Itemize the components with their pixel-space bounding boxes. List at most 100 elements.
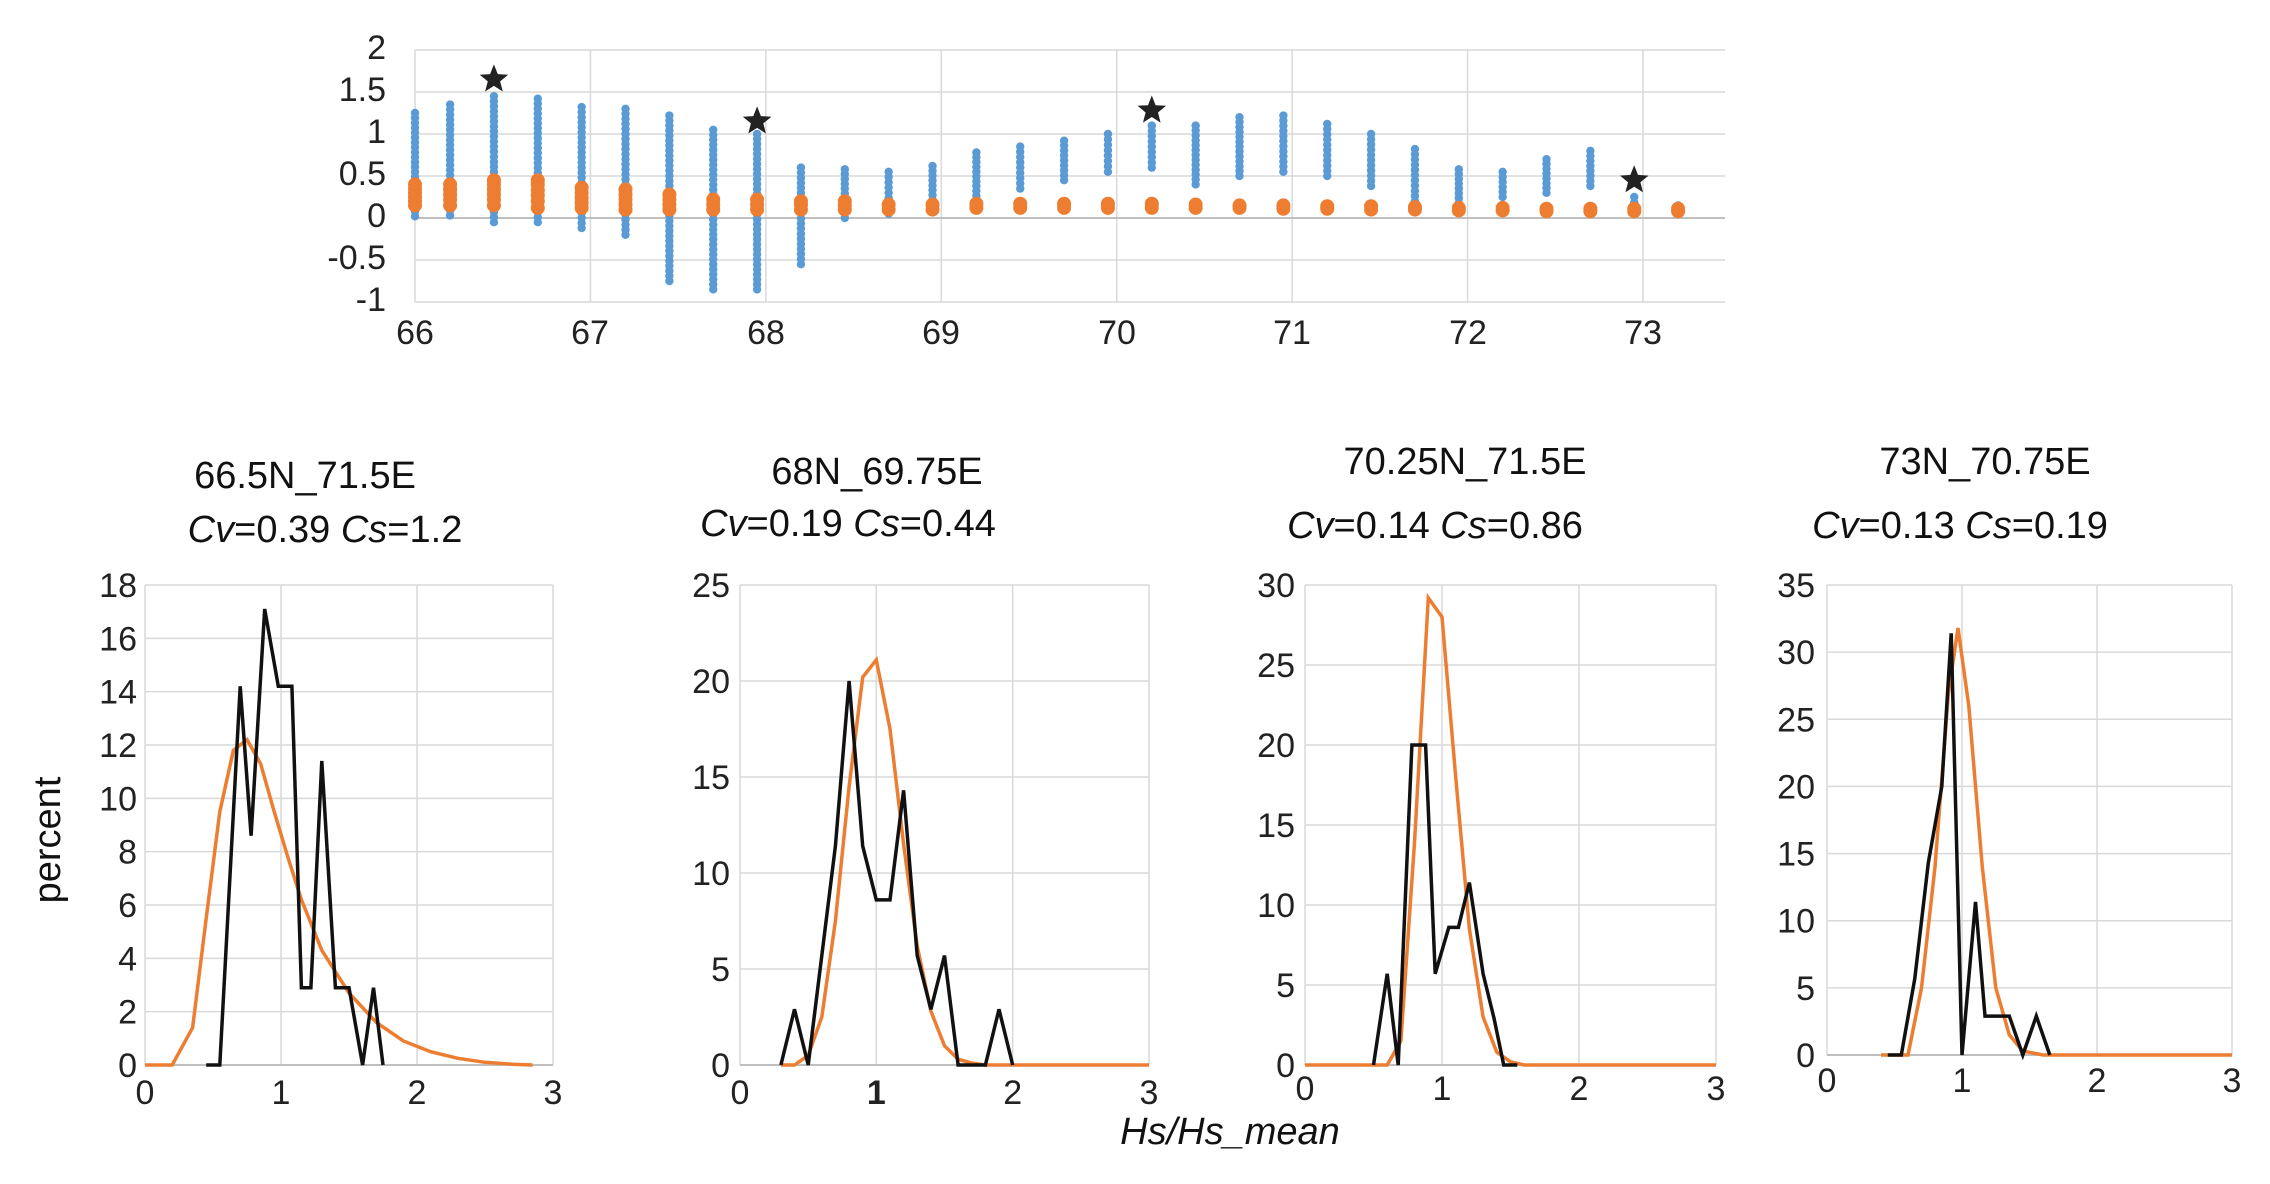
scatter-point-blue bbox=[1498, 167, 1507, 176]
panel-4-x-tick: 3 bbox=[2223, 1062, 2242, 1100]
scatter-point-blue bbox=[1366, 129, 1376, 139]
panel-1-y-tick: 14 bbox=[99, 674, 137, 712]
top-x-tick: 72 bbox=[1449, 314, 1487, 352]
top-orange-series bbox=[408, 173, 1686, 219]
histogram-panel-1: 66.5N_71.5E Cv=0.39 Cs=1.2 0 2 4 6 8 10 … bbox=[99, 455, 562, 1112]
scatter-point-blue bbox=[1323, 119, 1332, 129]
scatter-point-orange bbox=[1539, 201, 1554, 216]
panel-2-y-tick: 20 bbox=[692, 663, 730, 701]
panel-3-y-tick: 10 bbox=[1257, 887, 1295, 925]
scatter-point-orange bbox=[925, 197, 940, 212]
top-y-tick: 0.5 bbox=[339, 155, 386, 193]
scatter-point-orange bbox=[1188, 197, 1203, 212]
histogram-panel-2: 68N_69.75E Cv=0.19 Cs=0.44 0 5 10 15 20 … bbox=[692, 451, 1158, 1112]
equals: = bbox=[234, 509, 256, 551]
scatter-point-blue bbox=[533, 94, 542, 103]
panel-4-x-tick: 0 bbox=[1818, 1062, 1837, 1100]
star-marker bbox=[1620, 165, 1649, 193]
panel-3-x-ticks: 0 1 2 3 bbox=[1296, 1070, 1726, 1108]
panel-4-x-ticks: 0 1 2 3 bbox=[1818, 1062, 2242, 1100]
scatter-point-blue bbox=[1630, 192, 1639, 202]
panel-3-y-tick: 25 bbox=[1257, 647, 1295, 685]
panel-2-y-tick: 15 bbox=[692, 759, 730, 797]
scatter-point-orange bbox=[837, 194, 852, 209]
scatter-point-orange bbox=[662, 187, 677, 202]
star-marker bbox=[479, 64, 509, 92]
panel-2-x-tick: 3 bbox=[1140, 1074, 1159, 1112]
scatter-point-orange bbox=[443, 177, 458, 192]
panel-3-cv: 0.14 bbox=[1356, 505, 1430, 547]
top-y-tick: 2 bbox=[367, 29, 386, 67]
top-y-tick-labels: 2 1.5 1 0.5 0 -0.5 -1 bbox=[327, 29, 386, 319]
scatter-point-orange bbox=[1057, 196, 1072, 211]
scatter-point-orange bbox=[1583, 201, 1598, 216]
scatter-point-blue bbox=[884, 167, 893, 176]
panel-2-x-tick: 0 bbox=[731, 1074, 750, 1112]
scatter-point-blue bbox=[1454, 165, 1464, 174]
space bbox=[1430, 505, 1441, 547]
panel-3-x-tick: 2 bbox=[1570, 1070, 1589, 1108]
panel-3-cs: 0.86 bbox=[1509, 505, 1583, 547]
equals: = bbox=[387, 509, 409, 551]
panel-1-cs: 1.2 bbox=[410, 509, 463, 551]
scatter-point-orange bbox=[1451, 200, 1466, 215]
scatter-point-orange bbox=[1495, 200, 1510, 215]
scatter-point-orange bbox=[486, 173, 501, 188]
scatter-point-blue bbox=[972, 148, 981, 157]
top-x-tick-labels: 66 67 68 69 70 71 72 73 bbox=[396, 314, 1662, 352]
scatter-point-blue bbox=[1059, 136, 1069, 145]
panel-3-stats: Cv=0.14 Cs=0.86 bbox=[1287, 505, 1583, 547]
panel-2-y-tick: 5 bbox=[711, 951, 730, 989]
top-x-tick: 71 bbox=[1273, 314, 1311, 352]
scatter-point-blue bbox=[489, 92, 499, 101]
space bbox=[1955, 505, 1966, 547]
panel-4-stats: Cv=0.13 Cs=0.19 bbox=[1812, 505, 2108, 547]
scatter-point-blue bbox=[796, 163, 806, 172]
panel-4-y-tick: 30 bbox=[1777, 634, 1815, 672]
panel-1-y-tick: 4 bbox=[118, 940, 137, 978]
cv-symbol: Cv bbox=[1812, 505, 1860, 547]
panel-4-y-tick: 20 bbox=[1777, 768, 1815, 806]
scatter-point-blue bbox=[1542, 155, 1551, 164]
panel-2-stats: Cv=0.19 Cs=0.44 bbox=[700, 503, 996, 545]
panel-1-x-tick: 3 bbox=[544, 1074, 563, 1112]
top-x-tick: 66 bbox=[396, 314, 434, 352]
panel-2-title: 68N_69.75E bbox=[771, 451, 982, 493]
scatter-point-blue bbox=[665, 111, 674, 120]
scatter-point-orange bbox=[793, 194, 808, 209]
top-y-tick: 0 bbox=[367, 197, 386, 235]
cs-symbol: Cs bbox=[1965, 505, 2011, 547]
panel-1-y-tick: 2 bbox=[118, 994, 137, 1032]
panel-2-theoretical-line bbox=[780, 655, 1149, 1067]
scatter-point-orange bbox=[1364, 199, 1379, 214]
scatter-point-orange bbox=[1100, 196, 1115, 211]
histogram-panel-3: 70.25N_71.5E Cv=0.14 Cs=0.86 0 5 10 15 2… bbox=[1257, 441, 1725, 1108]
top-x-tick: 70 bbox=[1098, 314, 1136, 352]
panel-3-x-tick: 3 bbox=[1707, 1070, 1726, 1108]
scatter-point-blue bbox=[1586, 146, 1595, 155]
panel-1-x-tick: 1 bbox=[272, 1074, 291, 1112]
histogram-panel-4: 73N_70.75E Cv=0.13 Cs=0.19 0 5 10 15 20 … bbox=[1777, 441, 2241, 1100]
top-star-markers bbox=[479, 64, 1649, 193]
panel-2-y-ticks: 0 5 10 15 20 25 bbox=[692, 567, 730, 1085]
panel-2-x-ticks: 0 1 2 3 bbox=[731, 1074, 1159, 1112]
panel-1-y-tick: 6 bbox=[118, 887, 137, 925]
panel-1-y-tick: 8 bbox=[118, 834, 137, 872]
panel-4-y-tick: 25 bbox=[1777, 701, 1815, 739]
panel-3-y-tick: 30 bbox=[1257, 567, 1295, 605]
panel-1-x-tick: 0 bbox=[136, 1074, 155, 1112]
scatter-point-orange bbox=[1407, 200, 1422, 215]
top-x-tick: 68 bbox=[747, 314, 785, 352]
top-x-tick: 67 bbox=[571, 314, 609, 352]
scatter-point-blue bbox=[752, 129, 762, 139]
panel-2-empirical-line bbox=[779, 680, 1015, 1067]
top-blue-series bbox=[410, 92, 1683, 294]
scatter-point-blue bbox=[1235, 113, 1244, 122]
scatter-point-orange bbox=[1232, 198, 1247, 213]
scatter-point-blue bbox=[1147, 121, 1157, 130]
scatter-point-orange bbox=[1013, 196, 1028, 211]
scatter-point-orange bbox=[706, 192, 721, 207]
equals: = bbox=[900, 503, 922, 545]
top-x-tick: 69 bbox=[922, 314, 960, 352]
